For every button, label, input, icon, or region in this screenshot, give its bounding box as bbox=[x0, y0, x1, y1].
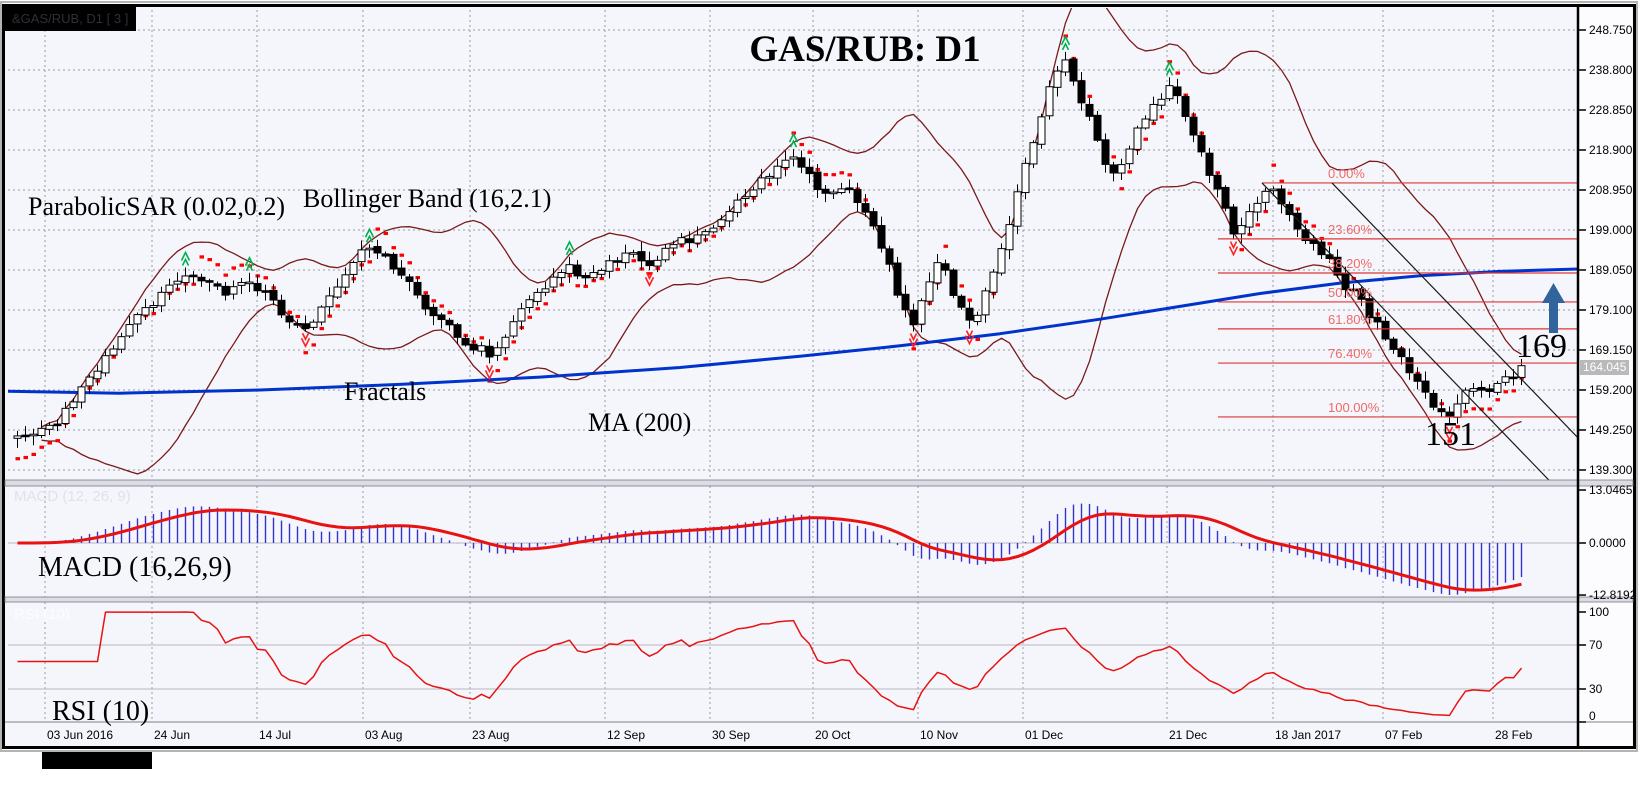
up-arrow-icon bbox=[1542, 283, 1565, 333]
rsi-panel[interactable] bbox=[6, 602, 1578, 722]
main-chart-panel[interactable] bbox=[6, 8, 1578, 480]
price-scale[interactable] bbox=[1579, 7, 1632, 746]
redaction-box-footer bbox=[42, 752, 152, 769]
redaction-box-symbol: &GAS/RUB, D1 [ 3 ] bbox=[5, 7, 136, 31]
time-scale[interactable] bbox=[6, 723, 1578, 746]
macd-panel[interactable] bbox=[6, 486, 1578, 597]
symbol-watermark: &GAS/RUB, D1 [ 3 ] bbox=[12, 11, 129, 26]
current-price-tag: 164.045 bbox=[1580, 360, 1630, 375]
